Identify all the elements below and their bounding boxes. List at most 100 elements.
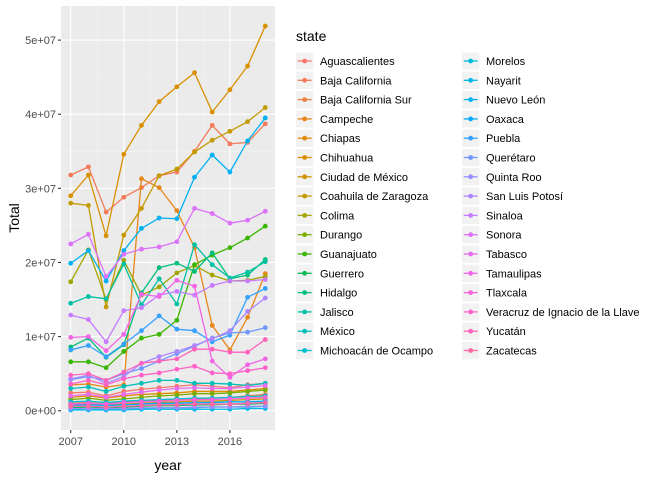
- legend-item: Michoacán de Ocampo: [296, 341, 433, 360]
- data-point: [121, 349, 127, 354]
- data-point: [103, 404, 109, 410]
- legend-item: Aguascalientes: [296, 52, 395, 70]
- legend-label: Querétaro: [486, 153, 536, 165]
- y-tick-label: 2e+07: [25, 257, 56, 269]
- data-point: [68, 372, 74, 378]
- legend-label: Yucatán: [486, 326, 526, 338]
- data-point: [192, 149, 197, 155]
- legend-label: Sinaloa: [486, 210, 524, 222]
- legend-label: Ciudad de México: [320, 172, 408, 184]
- data-point: [121, 261, 127, 267]
- data-point: [227, 390, 233, 396]
- legend-item: Guerrero: [296, 264, 364, 282]
- x-tick-label: 2016: [218, 436, 242, 448]
- data-point: [156, 398, 162, 404]
- legend-label: México: [320, 326, 355, 338]
- data-point: [139, 205, 144, 211]
- series-5: [68, 23, 268, 239]
- legend-key-point: [302, 97, 308, 102]
- data-point: [68, 300, 74, 306]
- legend-label: Chiapas: [320, 133, 361, 145]
- legend-label: Aguascalientes: [320, 56, 395, 68]
- data-point: [192, 385, 197, 391]
- legend-label: Durango: [320, 230, 362, 242]
- legend-item: Baja California: [296, 71, 392, 89]
- legend-label: Nayarit: [486, 75, 521, 87]
- data-point: [156, 354, 162, 360]
- major-gridlines: [61, 6, 275, 430]
- legend-key-point: [468, 135, 474, 141]
- data-point: [121, 392, 127, 397]
- data-point: [86, 203, 91, 208]
- data-point: [227, 349, 233, 355]
- legend-item: San Luis Potosí: [462, 187, 563, 205]
- data-point: [245, 217, 250, 223]
- legend-key-point: [302, 232, 308, 238]
- legend-label: Morelos: [486, 56, 526, 68]
- legend-item: Yucatán: [462, 322, 526, 340]
- legend-key-point: [302, 348, 308, 353]
- data-point: [103, 233, 109, 239]
- data-point: [139, 225, 144, 231]
- data-point: [227, 220, 233, 226]
- data-point: [103, 348, 109, 354]
- series-line: [70, 123, 266, 213]
- legend-item: Zacatecas: [462, 341, 537, 360]
- data-point: [121, 232, 127, 238]
- legend-item: Querétaro: [462, 148, 536, 167]
- data-point: [192, 262, 197, 268]
- data-point: [192, 363, 197, 369]
- legend-item: Baja California Sur: [296, 91, 412, 109]
- legend-item: Chihuahua: [296, 148, 374, 167]
- data-point: [174, 277, 180, 283]
- legend-label: Tamaulipas: [486, 268, 542, 280]
- data-point: [174, 366, 180, 372]
- y-tick-label: 4e+07: [25, 109, 56, 121]
- data-point: [262, 403, 268, 409]
- data-point: [209, 152, 215, 158]
- legend-key-point: [302, 270, 308, 276]
- data-point: [156, 402, 162, 408]
- data-point: [68, 200, 74, 206]
- series-line: [70, 339, 266, 381]
- y-axis: 0e+00 1e+07 2e+07 3e+07 4e+07 5e+07: [25, 35, 61, 418]
- legend-key-point: [302, 309, 308, 315]
- legend-key-point: [302, 116, 308, 122]
- legend-key-point: [302, 174, 308, 180]
- data-point: [209, 386, 215, 391]
- data-point: [262, 325, 268, 331]
- data-point: [139, 122, 144, 128]
- data-point: [139, 366, 144, 371]
- y-axis-title: Total: [6, 203, 22, 233]
- data-point: [245, 395, 250, 401]
- legend-label: Nuevo León: [486, 95, 545, 107]
- data-point: [192, 401, 197, 407]
- data-point: [139, 305, 144, 311]
- legend-label: Chihuahua: [320, 153, 374, 165]
- data-point: [103, 278, 109, 284]
- data-point: [86, 317, 91, 322]
- legend-key-point: [302, 58, 308, 64]
- series-line: [70, 382, 266, 397]
- series-26: [68, 383, 268, 400]
- data-point: [262, 105, 268, 110]
- data-point: [156, 215, 162, 221]
- data-point: [192, 174, 197, 180]
- data-point: [121, 257, 127, 263]
- data-point: [68, 381, 74, 387]
- data-point: [262, 356, 268, 362]
- series-line: [70, 379, 266, 393]
- data-point: [227, 396, 233, 402]
- data-point: [139, 246, 144, 252]
- legend-label: Coahuila de Zaragoza: [320, 191, 429, 203]
- data-point: [121, 308, 127, 314]
- data-point: [227, 245, 233, 251]
- legend-key-point: [468, 213, 474, 218]
- data-point: [139, 328, 144, 334]
- legend-item: Tamaulipas: [462, 264, 542, 282]
- series-line: [70, 395, 266, 404]
- legend-item: Puebla: [462, 129, 521, 147]
- series-29: [68, 363, 268, 388]
- data-point: [86, 403, 91, 409]
- data-point: [139, 335, 144, 341]
